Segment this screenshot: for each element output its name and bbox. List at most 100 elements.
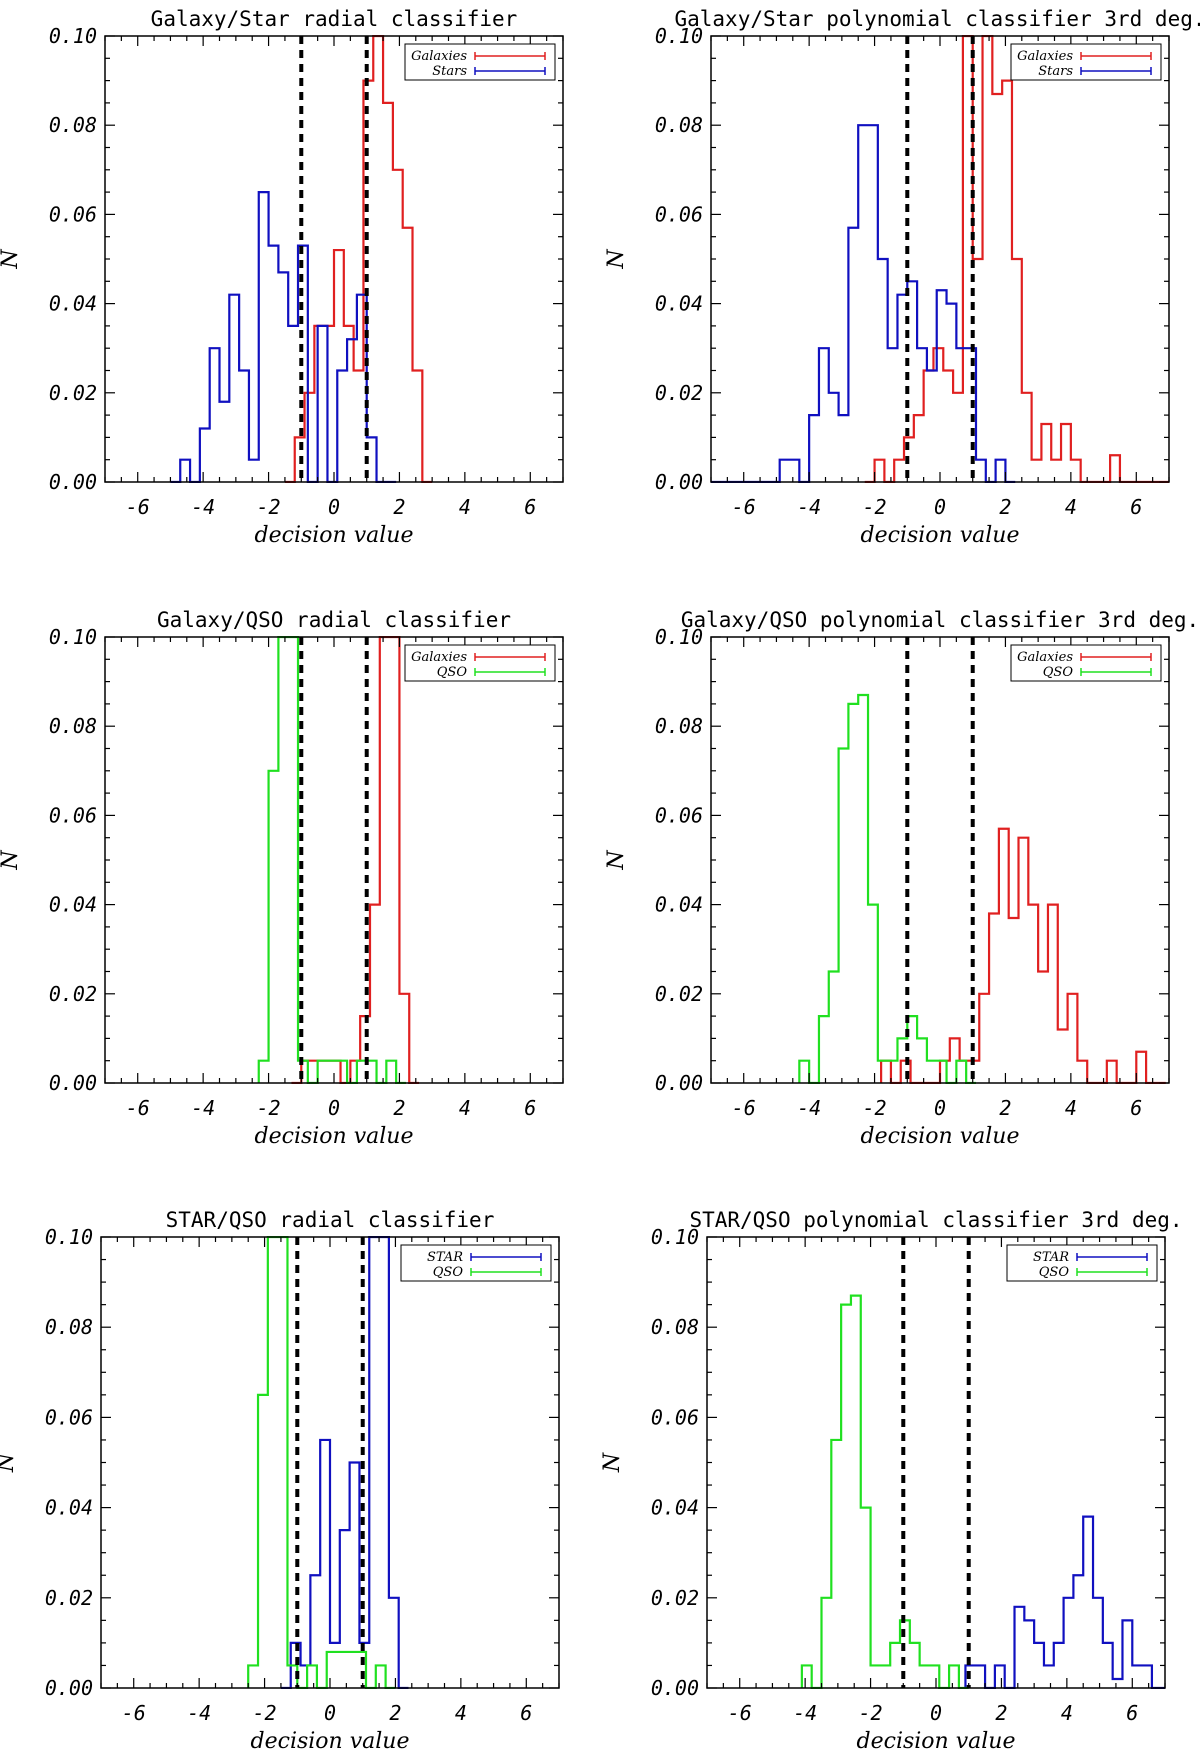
x-tick-label: 4: [459, 495, 471, 519]
x-tick-label: -4: [793, 1701, 817, 1725]
legend-label: Galaxies: [1017, 49, 1073, 64]
y-tick-label: 0.02: [655, 381, 703, 405]
x-tick-label: -4: [191, 495, 215, 519]
chart-title: STAR/QSO polynomial classifier 3rd deg.: [689, 1208, 1182, 1232]
x-axis-label: decision value: [255, 1124, 414, 1149]
plot-frame: [710, 636, 1170, 1084]
y-tick-label: 0.10: [45, 1225, 93, 1249]
x-tick-label: 2: [995, 1701, 1007, 1725]
chart-panel: -6 -4 -2 0 2 4 60.000.020.040.060.080.10Galaxy…: [0, 7, 564, 548]
y-tick-label: 0.04: [49, 292, 97, 316]
x-tick-label: -2: [257, 1096, 281, 1120]
y-tick-label: 0.04: [651, 1496, 699, 1520]
series-line-galaxies: [864, 35, 1169, 483]
y-tick-label: 0.06: [49, 803, 97, 827]
y-tick-label: 0.04: [655, 292, 703, 316]
plot-frame: [710, 35, 1170, 483]
x-axis-label: decision value: [857, 1729, 1016, 1754]
legend-box: [400, 1244, 552, 1282]
y-tick-label: 0.08: [49, 113, 97, 137]
legend-box: [404, 43, 556, 81]
x-tick-label: -2: [253, 1701, 277, 1725]
y-tick-label: 0.10: [655, 24, 703, 48]
x-axis-label: decision value: [861, 1124, 1020, 1149]
y-axis-label: N: [604, 249, 629, 270]
y-tick-label: 0.02: [49, 381, 97, 405]
x-axis-label: decision value: [861, 523, 1020, 548]
series-line-qso: [247, 1236, 396, 1689]
series-line-qso: [800, 1294, 969, 1689]
plot-frame: [104, 636, 564, 1084]
chart-panel: -6 -4 -2 0 2 4 60.000.020.040.060.080.10STAR/Q…: [0, 1208, 560, 1754]
x-tick-label: 2: [393, 1096, 405, 1120]
x-tick-label: 0: [934, 1096, 946, 1120]
x-tick-label: 0: [328, 1096, 340, 1120]
x-tick-label: -6: [732, 495, 756, 519]
series-line-galaxies: [291, 636, 420, 1084]
y-tick-label: 0.06: [655, 202, 703, 226]
y-axis-label: N: [0, 850, 23, 871]
y-tick-label: 0.08: [655, 714, 703, 738]
legend-label: Stars: [432, 64, 467, 79]
y-tick-label: 0.04: [655, 893, 703, 917]
x-tick-label: -6: [126, 495, 150, 519]
x-tick-label: -4: [187, 1701, 211, 1725]
legend-label: Galaxies: [411, 49, 467, 64]
legend-label: QSO: [437, 665, 468, 680]
x-tick-label: -6: [728, 1701, 752, 1725]
chart-panel: -6 -4 -2 0 2 4 60.000.020.040.060.080.10Galaxy…: [604, 608, 1199, 1149]
x-tick-label: -4: [797, 1096, 821, 1120]
x-tick-label: 6: [1130, 1096, 1142, 1120]
y-tick-label: 0.00: [49, 470, 97, 494]
y-axis-label: N: [600, 1452, 625, 1473]
y-tick-label: 0.02: [655, 982, 703, 1006]
x-tick-label: 6: [524, 1096, 536, 1120]
legend-label: QSO: [433, 1265, 464, 1280]
legend-label: QSO: [1039, 1265, 1070, 1280]
x-tick-label: -2: [863, 1096, 887, 1120]
y-axis-label: N: [0, 249, 23, 270]
chart-title: Galaxy/Star polynomial classifier 3rd de…: [674, 7, 1200, 31]
legend-box: [1006, 1244, 1158, 1282]
y-tick-label: 0.10: [49, 625, 97, 649]
x-tick-label: -2: [257, 495, 281, 519]
y-tick-label: 0.06: [655, 803, 703, 827]
y-tick-label: 0.04: [49, 893, 97, 917]
x-tick-label: 4: [455, 1701, 467, 1725]
series-line-stars: [711, 124, 1016, 483]
series-line-star: [280, 1236, 409, 1689]
x-tick-label: 2: [999, 1096, 1011, 1120]
chart-panel: -6 -4 -2 0 2 4 60.000.020.040.060.080.10Galaxy…: [0, 608, 564, 1149]
y-tick-label: 0.06: [49, 202, 97, 226]
legend-box: [404, 644, 556, 682]
y-axis-label: N: [604, 850, 629, 871]
x-tick-label: 4: [1065, 1096, 1077, 1120]
x-tick-label: 0: [328, 495, 340, 519]
x-tick-label: -2: [859, 1701, 883, 1725]
y-tick-label: 0.10: [655, 625, 703, 649]
y-tick-label: 0.08: [655, 113, 703, 137]
x-tick-label: -6: [126, 1096, 150, 1120]
series-line-qso: [257, 636, 406, 1084]
x-tick-label: -2: [863, 495, 887, 519]
legend-label: STAR: [1033, 1250, 1069, 1265]
y-tick-label: 0.06: [651, 1405, 699, 1429]
x-tick-label: -6: [122, 1701, 146, 1725]
x-tick-label: -4: [191, 1096, 215, 1120]
x-tick-label: 0: [324, 1701, 336, 1725]
x-tick-label: 0: [930, 1701, 942, 1725]
series-line-star: [964, 1515, 1165, 1689]
y-tick-label: 0.00: [45, 1676, 93, 1700]
x-tick-label: 6: [524, 495, 536, 519]
y-tick-label: 0.08: [45, 1315, 93, 1339]
plot-frame: [706, 1236, 1166, 1689]
y-tick-label: 0.10: [49, 24, 97, 48]
series-line-stars: [170, 191, 397, 483]
y-tick-label: 0.06: [45, 1405, 93, 1429]
chart-panel: -6 -4 -2 0 2 4 60.000.020.040.060.080.10STAR/Q…: [600, 1208, 1183, 1754]
x-tick-label: 6: [1130, 495, 1142, 519]
x-tick-label: -6: [732, 1096, 756, 1120]
y-tick-label: 0.00: [655, 1071, 703, 1095]
y-tick-label: 0.02: [651, 1586, 699, 1610]
